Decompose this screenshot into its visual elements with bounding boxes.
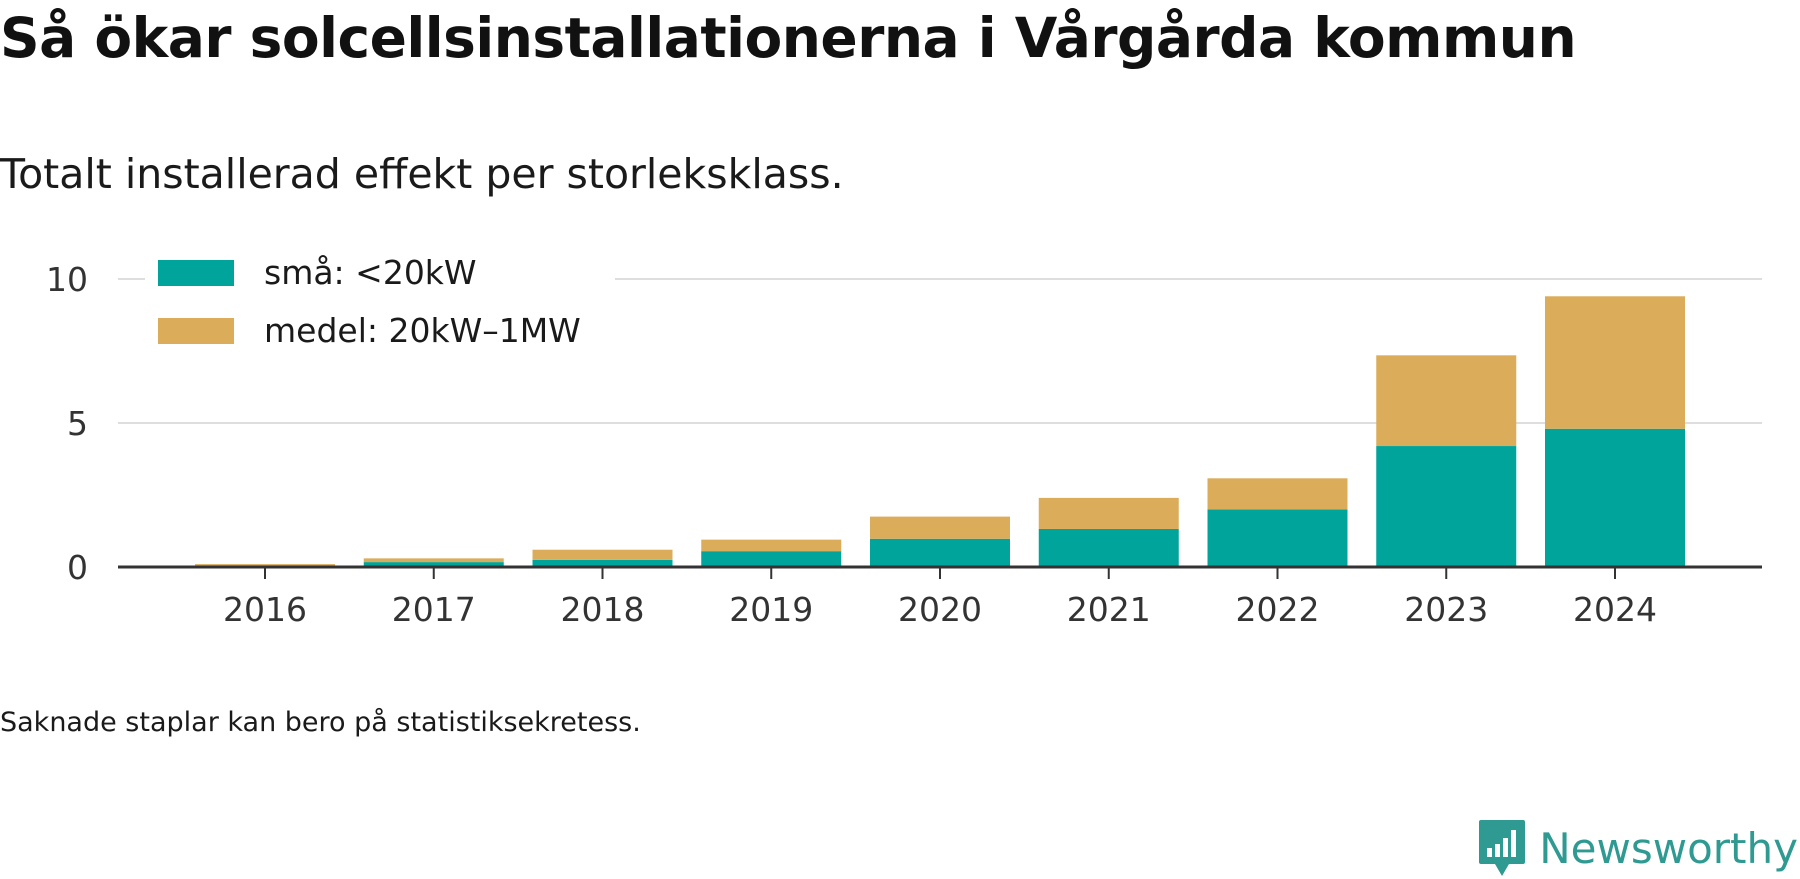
x-tick-label-2018: 2018 bbox=[561, 590, 645, 629]
x-tick-label-2017: 2017 bbox=[392, 590, 476, 629]
bar-medium-2023 bbox=[1376, 355, 1517, 447]
y-tick-label-5: 5 bbox=[67, 404, 88, 443]
bar-small-2021 bbox=[1038, 528, 1179, 567]
stacked-bar-chart: 0 5 10 2016 2017 2018 2019 2020 2021 2022 2023 2024… bbox=[46, 243, 1762, 629]
chart-title: Så ökar solcellsinstallationerna i Vårgå… bbox=[0, 6, 1577, 70]
x-tick-label-2023: 2023 bbox=[1404, 590, 1488, 629]
bar-chart-speech-bubble-icon bbox=[1479, 820, 1526, 876]
bar-medium-2017 bbox=[363, 558, 504, 563]
bar-medium-2020 bbox=[870, 516, 1010, 539]
logo-text: Newsworthy bbox=[1539, 823, 1798, 873]
y-tick-label-10: 10 bbox=[46, 260, 88, 299]
bar-small-2024 bbox=[1545, 428, 1685, 567]
bar-medium-2024 bbox=[1545, 296, 1685, 429]
bar-series bbox=[195, 296, 1685, 567]
bar-small-2022 bbox=[1207, 509, 1348, 567]
bar-medium-2022 bbox=[1207, 478, 1348, 510]
bar-small-2019 bbox=[701, 551, 842, 567]
legend-swatch-small bbox=[158, 260, 234, 286]
bar-small-2023 bbox=[1376, 446, 1517, 567]
x-tick-label-2020: 2020 bbox=[898, 590, 982, 629]
bar-medium-2018 bbox=[532, 549, 673, 560]
x-tick-label-2016: 2016 bbox=[223, 590, 307, 629]
legend: små: <20kW medel: 20kW–1MW bbox=[145, 243, 615, 363]
bar-medium-2019 bbox=[701, 539, 842, 552]
legend-label-medium: medel: 20kW–1MW bbox=[264, 311, 581, 350]
axes: 0 5 10 2016 2017 2018 2019 2020 2021 2022 2023 2024 bbox=[46, 260, 1762, 629]
chart-subtitle: Totalt installerad effekt per storlekskl… bbox=[0, 150, 844, 198]
y-tick-label-0: 0 bbox=[67, 548, 88, 587]
x-tick-label-2021: 2021 bbox=[1067, 590, 1151, 629]
newsworthy-logo: Newsworthy bbox=[1477, 818, 1798, 878]
legend-swatch-medium bbox=[158, 318, 234, 344]
x-tick-label-2024: 2024 bbox=[1573, 590, 1657, 629]
bar-small-2017 bbox=[363, 562, 504, 567]
legend-label-small: små: <20kW bbox=[264, 253, 477, 292]
footnote: Saknade staplar kan bero på statistiksek… bbox=[0, 707, 641, 738]
bar-small-2018 bbox=[532, 559, 673, 567]
x-tick-label-2022: 2022 bbox=[1236, 590, 1320, 629]
bar-medium-2021 bbox=[1038, 497, 1179, 529]
x-tick-label-2019: 2019 bbox=[729, 590, 813, 629]
bar-medium-2016 bbox=[195, 564, 335, 566]
bar-small-2020 bbox=[870, 538, 1010, 567]
